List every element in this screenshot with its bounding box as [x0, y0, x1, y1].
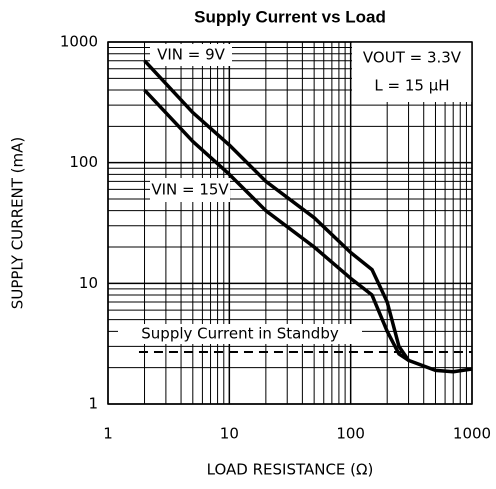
x-tick-label: 1000 [453, 425, 491, 443]
annotation: L = 15 μH [374, 77, 449, 95]
plot-frame [107, 41, 473, 405]
label-box [150, 178, 230, 202]
x-axis-title: LOAD RESISTANCE (Ω) [207, 461, 374, 479]
series-label: VIN = 15V [151, 181, 229, 199]
y-tick-label: 10 [79, 274, 98, 292]
series-label: Supply Current in Standby [141, 325, 339, 343]
y-tick-label: 1000 [60, 33, 98, 51]
y-tick-label: 1 [88, 395, 98, 413]
series-label: VIN = 9V [157, 46, 226, 64]
label-box [118, 324, 362, 344]
x-tick-label: 100 [336, 425, 365, 443]
y-axis-title: SUPPLY CURRENT (mA) [9, 137, 27, 309]
y-tick-label: 100 [69, 153, 98, 171]
chart-title: Supply Current vs Load [194, 7, 386, 26]
annotation: VOUT = 3.3V [363, 49, 462, 67]
line [143, 59, 473, 374]
line [143, 88, 410, 362]
x-tick-label: 1 [103, 425, 113, 443]
x-tick-label: 10 [220, 425, 239, 443]
label-box [150, 44, 232, 66]
annotation-box [352, 42, 472, 102]
